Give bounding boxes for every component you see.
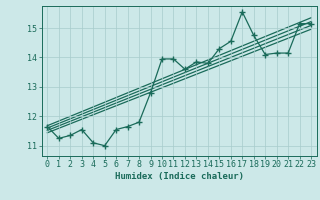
X-axis label: Humidex (Indice chaleur): Humidex (Indice chaleur) xyxy=(115,172,244,181)
